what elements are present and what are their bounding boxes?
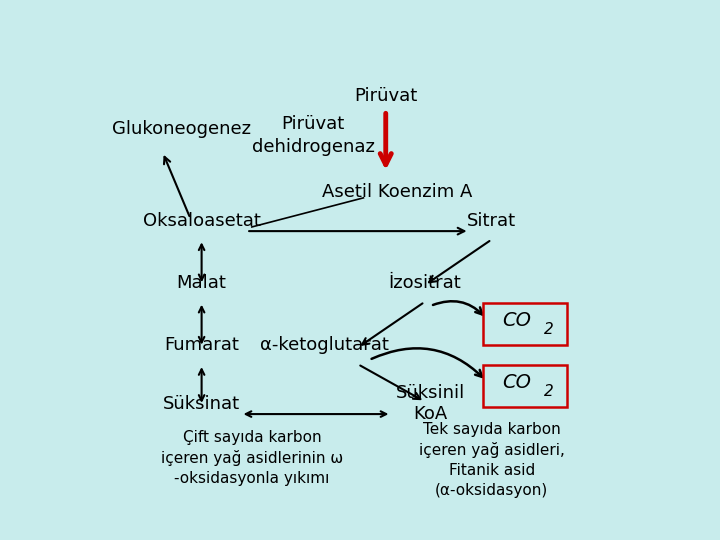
Text: α-ketoglutarat: α-ketoglutarat: [260, 336, 389, 354]
FancyArrowPatch shape: [199, 245, 204, 280]
Text: Fumarat: Fumarat: [164, 336, 239, 354]
FancyArrowPatch shape: [372, 348, 482, 377]
FancyArrowPatch shape: [362, 303, 423, 345]
FancyArrowPatch shape: [429, 241, 490, 282]
FancyArrowPatch shape: [249, 228, 464, 234]
Text: Süksinil
KoA: Süksinil KoA: [396, 384, 465, 423]
FancyArrowPatch shape: [360, 366, 420, 399]
Text: Çift sayıda karbon
içeren yağ asidlerinin ω
-oksidasyonla yıkımı: Çift sayıda karbon içeren yağ asidlerini…: [161, 430, 343, 486]
FancyBboxPatch shape: [483, 366, 567, 407]
Text: İzositrat: İzositrat: [388, 274, 462, 292]
FancyArrowPatch shape: [199, 369, 204, 401]
Text: Sitrat: Sitrat: [467, 212, 516, 230]
Text: Oksaloasetat: Oksaloasetat: [143, 212, 261, 230]
FancyArrowPatch shape: [433, 301, 482, 314]
Text: Malat: Malat: [176, 274, 227, 292]
Text: Pirüvat
dehidrogenaz: Pirüvat dehidrogenaz: [252, 116, 374, 156]
FancyBboxPatch shape: [483, 303, 567, 345]
Text: Pirüvat: Pirüvat: [354, 87, 418, 105]
Text: Süksinat: Süksinat: [163, 395, 240, 413]
FancyArrowPatch shape: [199, 307, 204, 342]
Text: 2: 2: [544, 322, 554, 337]
Text: Glukoneogenez: Glukoneogenez: [112, 120, 251, 138]
FancyArrowPatch shape: [380, 113, 391, 165]
Text: CO: CO: [503, 373, 531, 392]
Text: Asetil Koenzim A: Asetil Koenzim A: [322, 183, 472, 201]
FancyArrowPatch shape: [246, 411, 386, 417]
FancyArrowPatch shape: [164, 157, 189, 216]
Text: CO: CO: [503, 310, 531, 329]
Text: Tek sayıda karbon
içeren yağ asidleri,
Fitanik asid
(α-oksidasyon): Tek sayıda karbon içeren yağ asidleri, F…: [419, 422, 564, 498]
Text: 2: 2: [544, 384, 554, 399]
